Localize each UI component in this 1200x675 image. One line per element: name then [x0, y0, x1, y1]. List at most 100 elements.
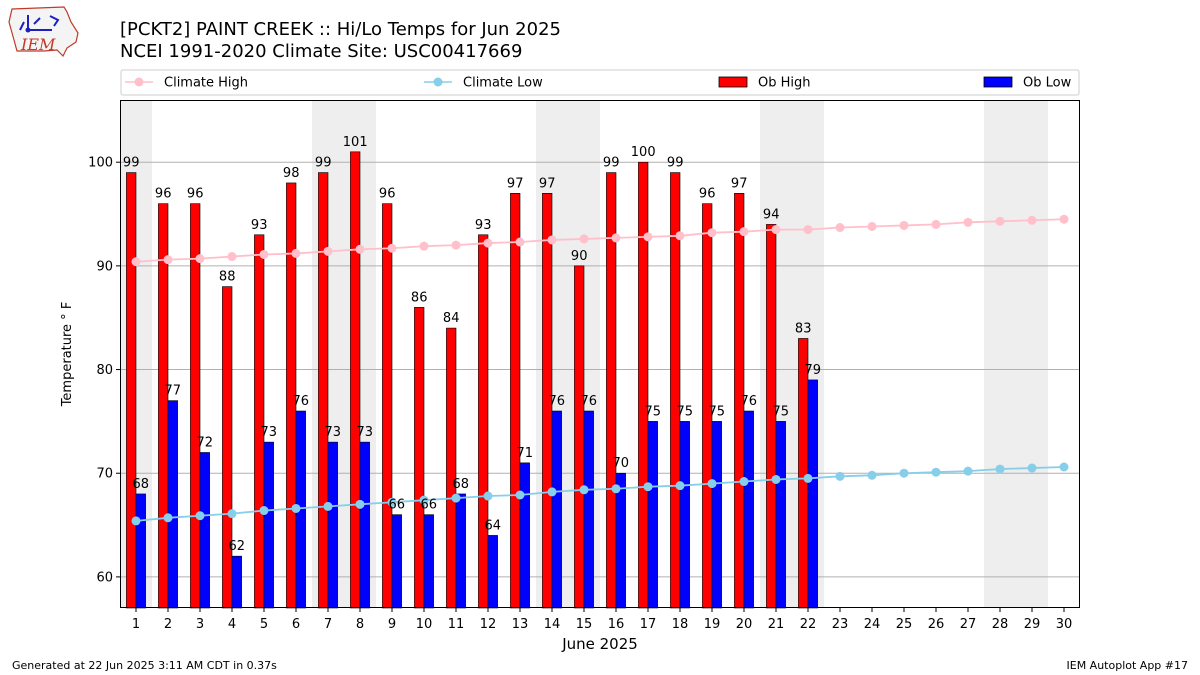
ob-high-bar: [638, 161, 649, 609]
ob-low-label: 76: [741, 394, 758, 409]
ob-high-bar: [446, 327, 457, 609]
ob-high-label: 96: [699, 187, 716, 202]
legend-label-ob-high: Ob High: [758, 76, 811, 91]
climate-low-point: [483, 491, 493, 501]
ob-high-label: 96: [379, 187, 396, 202]
ob-high-label: 83: [795, 321, 812, 336]
climate-low-point: [355, 499, 365, 509]
climate-lines: [131, 214, 1069, 526]
ob-low-bar: [167, 400, 178, 609]
ob-high-label: 97: [731, 176, 748, 191]
ob-high-label: 97: [507, 176, 524, 191]
climate-high-point: [611, 233, 621, 243]
climate-low-line: [135, 466, 1065, 522]
logo-text: IEM: [20, 35, 56, 54]
climate-high-point: [771, 225, 781, 235]
climate-low-point: [163, 513, 173, 523]
x-tick-label: 9: [388, 617, 396, 632]
x-tick-label: 23: [832, 617, 849, 632]
climate-high-point: [387, 243, 397, 253]
climate-high-point: [483, 238, 493, 248]
x-tick-label: 12: [480, 617, 497, 632]
ob-high-bar: [350, 151, 361, 609]
climate-high-point: [963, 217, 973, 227]
y-tick-label: 90: [96, 259, 113, 274]
climate-low-point: [899, 468, 909, 478]
climate-low-point: [323, 501, 333, 511]
climate-high-point: [867, 221, 877, 231]
climate-high-point: [131, 257, 141, 267]
climate-high-point: [515, 237, 525, 247]
ob-low-bar: [263, 441, 274, 609]
climate-high-point: [547, 235, 557, 245]
ob-low-bar: [807, 379, 818, 609]
ob-high-bar: [478, 234, 489, 609]
x-axis: 1 2 3 4 5 6 7 8 9 10 11 12 13 14 15 16 17 18 19 20 21 22 23 24 2…: [132, 608, 1072, 632]
ob-low-bar: [135, 493, 146, 609]
x-tick-label: 14: [544, 617, 561, 632]
climate-high-point: [643, 232, 653, 242]
ob-low-bar: [519, 462, 530, 609]
ob-low-bar: [327, 441, 338, 609]
ob-high-bar: [510, 193, 521, 609]
x-tick-label: 3: [196, 617, 204, 632]
x-tick-label: 11: [448, 617, 465, 632]
x-tick-label: 7: [324, 617, 332, 632]
climate-low-point: [931, 467, 941, 477]
ob-low-label: 71: [517, 446, 534, 461]
legend-entry-climate-low: Climate Low: [424, 76, 543, 91]
ob-high-label: 96: [187, 187, 204, 202]
bars: [126, 151, 818, 609]
climate-high-point: [579, 234, 589, 244]
ob-low-label: 76: [549, 394, 566, 409]
iem-logo: IEM: [8, 6, 79, 58]
ob-high-label: 100: [631, 145, 656, 160]
ob-low-label: 75: [709, 404, 726, 419]
climate-high-point: [323, 246, 333, 256]
ob-low-label: 73: [261, 425, 278, 440]
ob-low-bar: [487, 535, 498, 609]
climate-high-point: [707, 228, 717, 238]
x-tick-label: 16: [608, 617, 625, 632]
weekend-band: [984, 100, 1048, 608]
legend-label-climate-low: Climate Low: [463, 76, 543, 91]
climate-high-point: [739, 227, 749, 237]
climate-low-point: [547, 487, 557, 497]
ob-low-label: 70: [613, 456, 630, 471]
ob-high-label: 94: [763, 207, 780, 222]
climate-high-point: [259, 249, 269, 259]
ob-low-label: 75: [773, 404, 790, 419]
ob-low-label: 68: [453, 477, 470, 492]
climate-high-line: [135, 218, 1065, 263]
legend-entry-ob-high: Ob High: [718, 76, 811, 91]
ob-low-bar: [615, 472, 626, 609]
ob-low-label: 66: [421, 498, 438, 513]
climate-low-point: [579, 485, 589, 495]
data-labels: 99 96 96 88 93 98 99 101 96 86 84 93 97 97 90 99 100 99 96…: [123, 135, 821, 554]
ob-high-label: 88: [219, 270, 236, 285]
footer-app: IEM Autoplot App #17: [1066, 659, 1189, 672]
ob-high-label: 97: [539, 176, 556, 191]
climate-high-point: [1059, 214, 1069, 224]
ob-low-label: 64: [485, 518, 502, 533]
climate-low-point: [643, 482, 653, 492]
ob-high-bar: [222, 286, 233, 609]
climate-high-point: [1027, 215, 1037, 225]
climate-low-point: [515, 490, 525, 500]
climate-high-point: [195, 254, 205, 264]
climate-low-point: [451, 493, 461, 503]
climate-high-point: [227, 252, 237, 262]
legend-entry-climate-high: Climate High: [125, 76, 248, 91]
x-tick-label: 20: [736, 617, 753, 632]
ob-low-bar: [647, 421, 658, 609]
climate-low-point: [387, 497, 397, 507]
ob-high-bar: [190, 203, 201, 609]
ob-low-label: 79: [805, 363, 822, 378]
x-tick-label: 10: [416, 617, 433, 632]
ob-high-bar: [414, 307, 425, 609]
y-axis: 60 70 80 90 100: [88, 156, 120, 585]
climate-high-point: [355, 244, 365, 254]
ob-low-label: 72: [197, 435, 214, 450]
legend: Climate High Climate Low Ob High Ob Low: [120, 69, 1080, 96]
